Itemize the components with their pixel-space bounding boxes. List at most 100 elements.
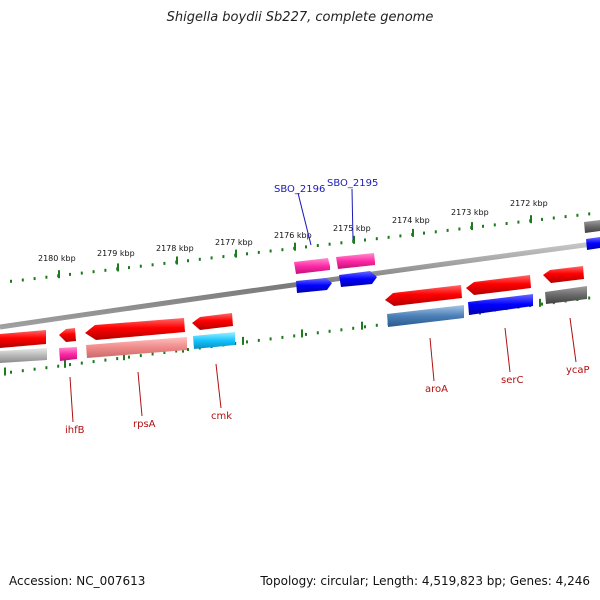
minor-tick [10, 370, 12, 374]
major-tick [294, 242, 296, 251]
gene-label-aroa[interactable]: aroA [425, 384, 448, 395]
minor-tick [269, 337, 272, 341]
map-title: Shigella boydii Sb227, complete genome [166, 10, 434, 25]
reverse-strand-genes [0, 266, 587, 363]
gene-feature[interactable] [385, 285, 462, 306]
gene-feature[interactable] [0, 348, 47, 363]
gene-feature[interactable] [59, 328, 76, 342]
kbp-tick-label: 2173 kbp [451, 208, 489, 217]
gene-callout-lines [69, 188, 577, 423]
kbp-tick-labels: 2180 kbp 2179 kbp 2178 kbp 2177 kbp 2176… [38, 199, 548, 263]
minor-tick [151, 263, 154, 267]
minor-tick [482, 224, 484, 228]
gene-feature[interactable] [336, 253, 375, 269]
minor-tick [316, 244, 319, 247]
gene-feature[interactable] [339, 271, 377, 287]
minor-tick [92, 270, 95, 274]
gene-feature[interactable] [294, 258, 330, 274]
minor-tick [328, 242, 331, 246]
minor-tick [458, 227, 461, 231]
gene-label-sbo-2196[interactable]: SBO_2196 [274, 184, 325, 195]
minor-tick [175, 349, 178, 353]
gene-feature[interactable] [193, 332, 235, 349]
gene-feature[interactable] [468, 294, 533, 315]
gene-label-cmk[interactable]: cmk [211, 411, 232, 422]
minor-tick [69, 363, 71, 367]
minor-tick [33, 367, 36, 371]
kbp-tick-label: 2180 kbp [38, 254, 76, 263]
minor-tick [187, 259, 189, 263]
minor-tick [328, 329, 331, 333]
gene-feature[interactable] [85, 318, 185, 340]
minor-tick [399, 234, 402, 238]
gene-feature[interactable] [543, 266, 584, 283]
kbp-tick-label: 2178 kbp [156, 244, 194, 253]
minor-tick [352, 326, 355, 330]
gene-feature[interactable] [586, 237, 600, 250]
topology-text: Topology: circular; Length: 4,519,823 bp… [260, 574, 590, 588]
minor-tick [151, 352, 154, 356]
major-tick [4, 367, 6, 376]
gene-label-ihfb[interactable]: ihfB [65, 425, 85, 436]
minor-tick [375, 237, 378, 241]
minor-tick [305, 245, 307, 249]
major-tick [235, 249, 237, 258]
kbp-tick-label: 2175 kbp [333, 224, 371, 233]
gene-feature[interactable] [545, 286, 587, 304]
minor-tick [69, 272, 71, 276]
gene-label-sbo-2195[interactable]: SBO_2195 [327, 178, 378, 189]
minor-tick [446, 228, 449, 232]
minor-tick [293, 334, 296, 338]
minor-tick [576, 213, 579, 217]
minor-tick [92, 360, 95, 364]
minor-tick [269, 249, 272, 253]
gene-feature[interactable] [296, 278, 332, 293]
gene-feature[interactable] [387, 305, 464, 327]
minor-tick [33, 277, 36, 281]
gene-feature[interactable] [0, 330, 46, 348]
minor-tick [80, 271, 83, 275]
minor-tick [541, 302, 543, 306]
minor-tick [234, 341, 237, 345]
minor-tick [364, 325, 366, 329]
minor-tick [541, 217, 543, 221]
minor-tick [57, 364, 60, 368]
minor-tick [246, 340, 248, 344]
minor-tick [21, 369, 24, 373]
accession-text: Accession: NC_007613 [9, 574, 146, 588]
gene-label-ycap[interactable]: ycaP [566, 365, 590, 376]
gene-feature[interactable] [466, 275, 531, 295]
minor-tick [281, 335, 284, 339]
minor-tick [588, 212, 591, 216]
major-tick [353, 235, 355, 244]
minor-tick [305, 332, 307, 336]
minor-tick [281, 248, 284, 252]
minor-tick [423, 231, 425, 235]
kbp-tick-label: 2177 kbp [215, 238, 253, 247]
gene-label-serc[interactable]: serC [501, 375, 523, 386]
gene-feature[interactable] [584, 220, 600, 233]
minor-tick [552, 216, 555, 220]
major-tick [361, 321, 363, 330]
major-tick [58, 270, 60, 279]
minor-tick [434, 230, 437, 234]
minor-tick [45, 366, 48, 370]
major-tick [301, 329, 303, 338]
kbp-tick-label: 2174 kbp [392, 216, 430, 225]
major-tick [64, 359, 66, 368]
minor-tick [198, 257, 201, 261]
major-tick [539, 298, 541, 307]
gene-feature[interactable] [86, 337, 187, 358]
gene-feature[interactable] [192, 313, 233, 330]
gene-feature[interactable] [59, 347, 77, 361]
minor-tick [517, 220, 520, 224]
minor-tick [163, 351, 166, 354]
major-tick [471, 222, 473, 231]
major-tick [530, 215, 532, 224]
kbp-tick-label: 2179 kbp [97, 249, 135, 258]
minor-tick [493, 223, 496, 227]
minor-tick [139, 354, 142, 358]
gene-label-rpsa[interactable]: rpsA [133, 419, 156, 430]
kbp-tick-track-top [10, 212, 591, 283]
